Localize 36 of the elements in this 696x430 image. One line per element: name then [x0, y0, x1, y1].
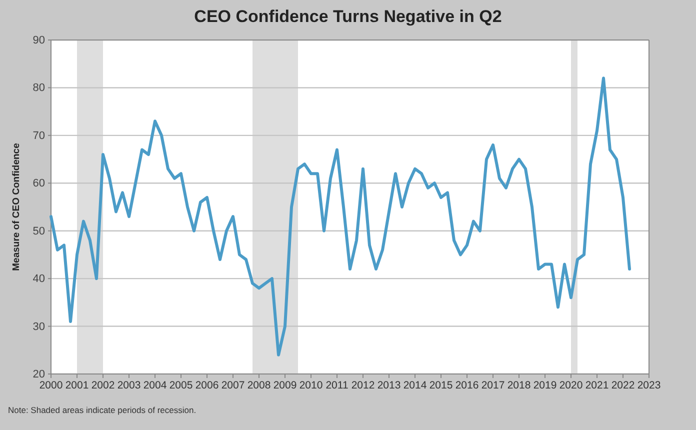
y-tick-label: 50	[32, 225, 45, 238]
x-tick-label: 2005	[169, 379, 193, 392]
x-tick-label: 2006	[195, 379, 219, 392]
x-tick-label: 2012	[351, 379, 375, 392]
x-tick-label: 2013	[377, 379, 401, 392]
y-tick-label: 80	[32, 82, 45, 94]
x-tick-label: 2003	[117, 379, 141, 392]
x-tick-label: 2020	[559, 379, 583, 392]
x-tick-label: 2000	[39, 379, 63, 392]
x-tick-label: 2001	[65, 379, 89, 392]
x-tick-label: 2017	[481, 379, 505, 392]
x-tick-label: 2019	[533, 379, 557, 392]
x-tick-label: 2021	[585, 379, 609, 392]
x-tick-label: 2015	[429, 379, 453, 392]
x-tick-label: 2004	[143, 379, 167, 392]
x-tick-label: 2018	[507, 379, 531, 392]
y-tick-label: 40	[32, 273, 45, 286]
x-tick-label: 2011	[326, 379, 348, 392]
x-tick-label: 2007	[221, 379, 245, 392]
x-tick-label: 2002	[91, 379, 115, 392]
x-tick-label: 2008	[247, 379, 271, 392]
x-tick-label: 2022	[611, 379, 635, 392]
text: Note: Shaded areas indicate periods of recession.	[8, 405, 196, 415]
x-tick-label: 2009	[273, 379, 297, 392]
x-tick-label: 2010	[299, 379, 323, 392]
x-tick-label: 2023	[637, 379, 661, 392]
y-tick-label: 20	[32, 368, 45, 381]
y-tick-label: 70	[32, 130, 45, 142]
line-series	[50, 76, 631, 356]
y-tick-label: 90	[32, 34, 45, 47]
x-tick-label: 2014	[403, 379, 427, 392]
y-axis-title: Measure of CEO Confidence	[11, 143, 22, 271]
x-tick-label: 2016	[455, 379, 479, 392]
chart-title: CEO Confidence Turns Negative in Q2	[194, 7, 502, 26]
y-tick-label: 60	[32, 178, 45, 190]
y-tick-label: 30	[32, 320, 45, 333]
